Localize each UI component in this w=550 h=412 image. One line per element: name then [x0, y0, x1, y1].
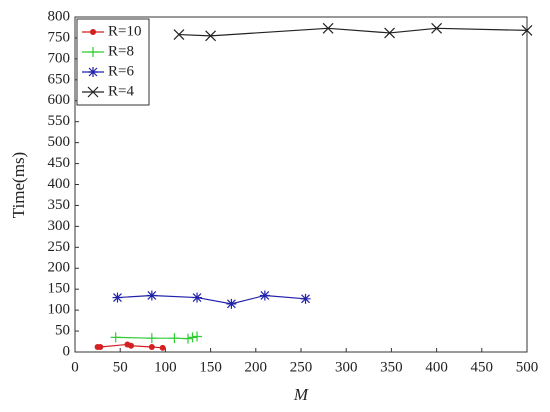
legend-marker — [88, 47, 98, 57]
x-tick-label: 350 — [380, 359, 403, 375]
marker — [110, 332, 121, 343]
marker — [159, 344, 166, 351]
y-tick-label: 50 — [55, 323, 70, 339]
y-tick-label: 400 — [48, 176, 71, 192]
y-tick-label: 500 — [48, 134, 71, 150]
marker — [187, 332, 198, 343]
y-tick-label: 800 — [48, 8, 71, 24]
legend-marker — [88, 67, 98, 77]
x-tick-label: 500 — [516, 359, 539, 375]
legend-label: R=8 — [108, 43, 134, 59]
marker — [431, 22, 443, 34]
marker — [322, 22, 334, 34]
y-tick-label: 600 — [48, 92, 71, 108]
y-tick-label: 550 — [48, 113, 71, 129]
marker — [521, 24, 533, 36]
marker — [148, 343, 155, 350]
marker — [192, 292, 203, 303]
y-axis-label: Time(ms) — [9, 152, 28, 218]
y-tick-label: 100 — [48, 302, 71, 318]
marker — [226, 298, 237, 309]
y-tick-label: 350 — [48, 197, 71, 213]
y-tick-label: 200 — [48, 260, 71, 276]
x-tick-label: 200 — [245, 359, 268, 375]
legend-marker — [90, 29, 96, 35]
y-tick-label: 0 — [63, 343, 71, 359]
y-tick-label: 650 — [48, 71, 71, 87]
y-tick-label: 450 — [48, 155, 71, 171]
marker — [128, 342, 135, 349]
legend-label: R=6 — [108, 63, 134, 79]
series-line — [178, 27, 528, 37]
x-tick-label: 400 — [425, 359, 448, 375]
marker — [183, 333, 193, 344]
y-tick-label: 750 — [48, 29, 71, 45]
y-tick-label: 700 — [48, 50, 71, 66]
marker — [300, 293, 311, 304]
legend-marker — [87, 86, 99, 98]
y-tick-label: 250 — [48, 239, 71, 255]
x-tick-label: 100 — [154, 359, 177, 375]
y-tick-label: 150 — [48, 281, 71, 297]
series-line — [117, 294, 306, 305]
x-tick-label: 0 — [71, 359, 79, 375]
marker — [97, 343, 104, 350]
x-tick-label: 150 — [199, 359, 222, 375]
x-tick-label: 300 — [335, 359, 358, 375]
x-axis-label: M — [293, 385, 309, 404]
x-tick-label: 50 — [113, 359, 128, 375]
x-tick-label: 250 — [290, 359, 313, 375]
marker — [146, 333, 157, 344]
marker — [192, 331, 203, 342]
legend-label: R=10 — [108, 23, 141, 39]
marker — [384, 27, 396, 39]
y-tick-label: 300 — [48, 218, 71, 234]
marker — [169, 333, 180, 344]
marker — [205, 30, 217, 42]
legend-box — [76, 18, 150, 106]
marker — [259, 290, 270, 301]
legend-label: R=4 — [108, 83, 134, 99]
marker — [112, 292, 123, 303]
x-tick-label: 450 — [471, 359, 494, 375]
marker — [173, 29, 185, 41]
marker — [146, 290, 157, 301]
